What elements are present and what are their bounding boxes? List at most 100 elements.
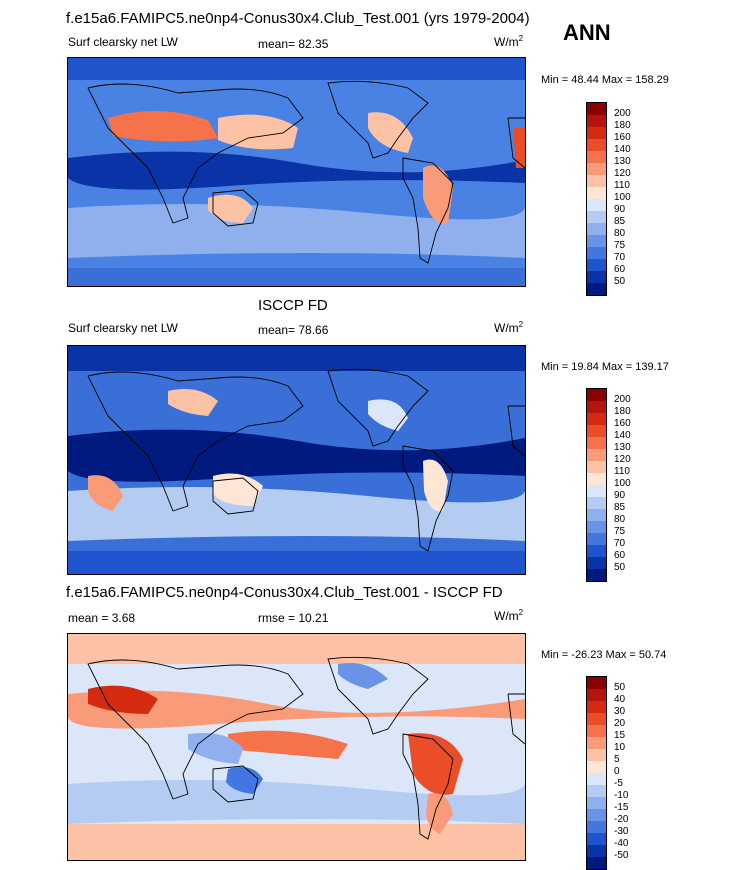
panel1-min-value: 48.44 bbox=[571, 74, 599, 86]
panel3-mean-value: 3.68 bbox=[111, 611, 136, 625]
colorbar-swatch bbox=[587, 283, 606, 295]
colorbar-tick-label: 50 bbox=[614, 682, 626, 693]
panel1-max-label: Max = bbox=[601, 74, 633, 86]
colorbar-swatch bbox=[587, 103, 606, 115]
colorbar-swatch bbox=[587, 569, 606, 581]
colorbar-tick-label: -40 bbox=[614, 838, 629, 849]
colorbar-tick-label: 30 bbox=[614, 706, 626, 717]
colorbar-tick-label: 130 bbox=[614, 156, 631, 167]
season-label: ANN bbox=[563, 20, 611, 45]
panel3-max-label: Max = bbox=[605, 649, 636, 661]
panel2-title: ISCCP FD bbox=[258, 297, 328, 314]
panel2-units-text: W/m bbox=[494, 321, 519, 335]
colorbar-tick-label: 75 bbox=[614, 526, 626, 537]
colorbar-tick-label: 180 bbox=[614, 120, 631, 131]
panel2-minmax: Min = 19.84 Max = 139.17 bbox=[541, 362, 669, 373]
panel3-rmse-value: 10.21 bbox=[298, 611, 329, 625]
panel3-rmse: rmse = 10.21 bbox=[258, 612, 328, 624]
colorbar-swatch bbox=[587, 821, 606, 833]
panel1-map-svg bbox=[68, 58, 525, 286]
panel1-title: f.e15a6.FAMIPC5.ne0np4-Conus30x4.Club_Te… bbox=[66, 10, 530, 27]
panel1-field-label: Surf clearsky net LW bbox=[68, 35, 178, 49]
colorbar-swatch bbox=[587, 533, 606, 545]
colorbar-tick-label: -50 bbox=[614, 850, 629, 861]
colorbar-tick-label: 20 bbox=[614, 718, 626, 729]
panel2-colorbar bbox=[586, 388, 607, 582]
panel2-field-label: Surf clearsky net LW bbox=[68, 321, 178, 335]
colorbar-swatch bbox=[587, 187, 606, 199]
colorbar-swatch bbox=[587, 701, 606, 713]
colorbar-swatch bbox=[587, 389, 606, 401]
panel1-min-label: Min = bbox=[541, 74, 569, 86]
colorbar-tick-label: 90 bbox=[614, 490, 626, 501]
panel2-mean: mean= 78.66 bbox=[258, 324, 328, 336]
colorbar-swatch bbox=[587, 437, 606, 449]
colorbar-tick-label: 160 bbox=[614, 132, 631, 143]
colorbar-swatch bbox=[587, 797, 606, 809]
colorbar-swatch bbox=[587, 461, 606, 473]
colorbar-tick-label: 140 bbox=[614, 144, 631, 155]
panel3-units: W/m2 bbox=[494, 608, 524, 623]
colorbar-swatch bbox=[587, 545, 606, 557]
colorbar-swatch bbox=[587, 737, 606, 749]
panel1-units-text: W/m bbox=[494, 35, 519, 49]
panel1-mean-label: mean= bbox=[258, 37, 296, 51]
colorbar-swatch bbox=[587, 235, 606, 247]
panel2-min-label: Min = bbox=[541, 361, 569, 373]
colorbar-tick-label: 60 bbox=[614, 264, 626, 275]
panel1-max-value: 158.29 bbox=[635, 74, 669, 86]
panel1-minmax: Min = 48.44 Max = 158.29 bbox=[541, 75, 669, 86]
panel3-map bbox=[67, 633, 526, 861]
colorbar-tick-label: 85 bbox=[614, 502, 626, 513]
panel2-map bbox=[67, 345, 526, 575]
panel3-max-value: 50.74 bbox=[638, 649, 667, 661]
colorbar-tick-label: 75 bbox=[614, 240, 626, 251]
colorbar-swatch bbox=[587, 425, 606, 437]
colorbar-swatch bbox=[587, 139, 606, 151]
panel1-units-sup: 2 bbox=[518, 34, 524, 43]
panel2-units-sup: 2 bbox=[518, 320, 524, 329]
colorbar-swatch bbox=[587, 413, 606, 425]
panel2-map-svg bbox=[68, 346, 525, 574]
colorbar-tick-label: 70 bbox=[614, 538, 626, 549]
colorbar-swatch bbox=[587, 449, 606, 461]
colorbar-swatch bbox=[587, 127, 606, 139]
colorbar-tick-label: 0 bbox=[614, 766, 620, 777]
colorbar-swatch bbox=[587, 199, 606, 211]
colorbar-tick-label: 100 bbox=[614, 478, 631, 489]
panel2-mean-value: 78.66 bbox=[298, 323, 329, 337]
panel3-minmax: Min = -26.23 Max = 50.74 bbox=[541, 650, 666, 661]
colorbar-swatch bbox=[587, 713, 606, 725]
colorbar-tick-label: 60 bbox=[614, 550, 626, 561]
colorbar-tick-label: 5 bbox=[614, 754, 620, 765]
colorbar-swatch bbox=[587, 175, 606, 187]
colorbar-tick-label: 110 bbox=[614, 180, 630, 191]
panel1-map bbox=[67, 57, 526, 287]
colorbar-swatch bbox=[587, 509, 606, 521]
colorbar-swatch bbox=[587, 401, 606, 413]
colorbar-tick-label: 200 bbox=[614, 108, 631, 119]
colorbar-swatch bbox=[587, 223, 606, 235]
colorbar-swatch bbox=[587, 857, 606, 869]
colorbar-tick-label: 90 bbox=[614, 204, 626, 215]
colorbar-tick-label: 80 bbox=[614, 514, 626, 525]
panel1-colorbar bbox=[586, 102, 607, 296]
colorbar-tick-label: 15 bbox=[614, 730, 626, 741]
panel3-mean: mean = 3.68 bbox=[68, 612, 135, 624]
colorbar-tick-label: 85 bbox=[614, 216, 626, 227]
colorbar-swatch bbox=[587, 151, 606, 163]
panel3-units-sup: 2 bbox=[518, 608, 524, 617]
colorbar-swatch bbox=[587, 211, 606, 223]
panel2-min-value: 19.84 bbox=[571, 361, 599, 373]
colorbar-swatch bbox=[587, 247, 606, 259]
colorbar-tick-label: 120 bbox=[614, 454, 631, 465]
colorbar-swatch bbox=[587, 271, 606, 283]
panel2-max-label: Max = bbox=[601, 361, 633, 373]
colorbar-swatch bbox=[587, 163, 606, 175]
colorbar-tick-label: 130 bbox=[614, 442, 631, 453]
colorbar-swatch bbox=[587, 749, 606, 761]
colorbar-tick-label: 10 bbox=[614, 742, 626, 753]
colorbar-tick-label: -30 bbox=[614, 826, 629, 837]
panel3-units-text: W/m bbox=[494, 609, 519, 623]
panel3-min-label: Min = bbox=[541, 649, 569, 661]
